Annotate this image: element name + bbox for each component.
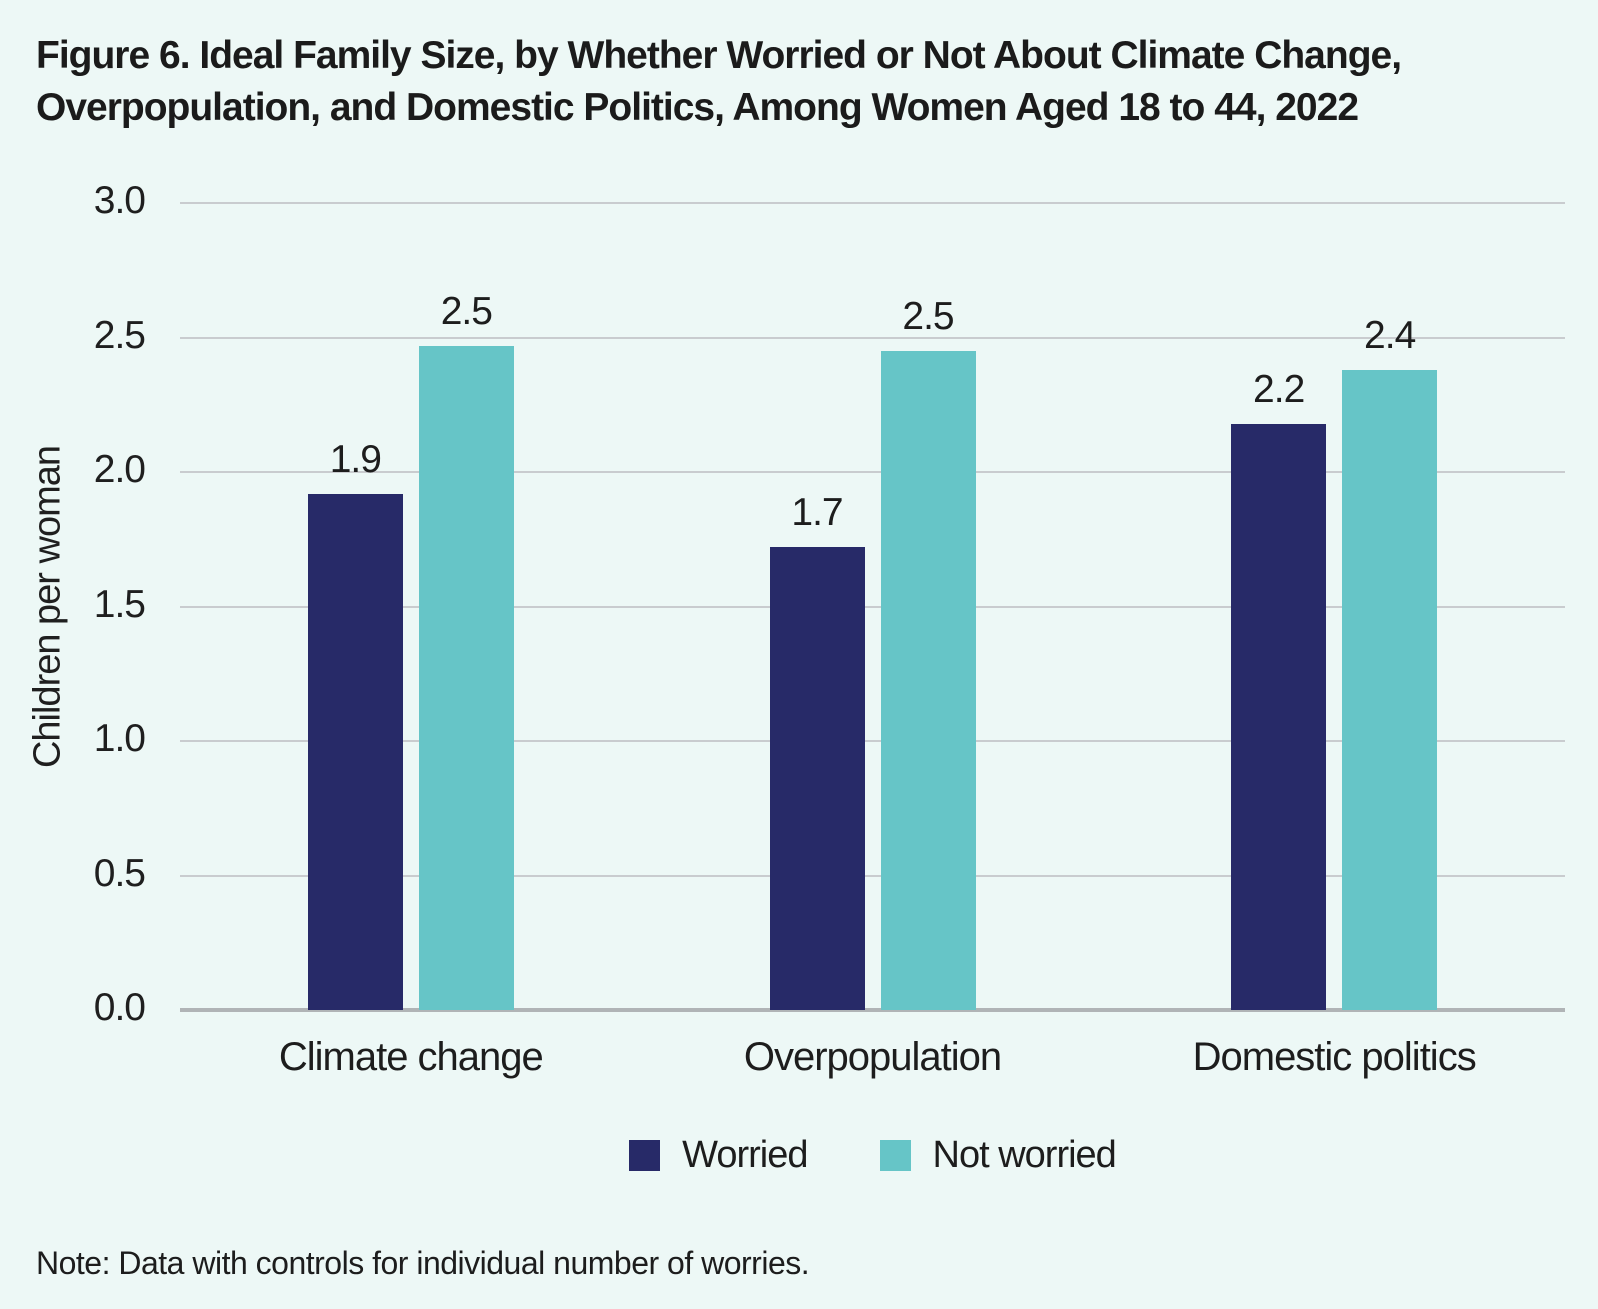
bar-not-worried — [1342, 369, 1438, 1010]
gridline — [180, 740, 1565, 742]
gridline — [180, 202, 1565, 204]
y-axis-tick-label: 2.5 — [93, 313, 146, 357]
legend-label-worried: Worried — [682, 1134, 808, 1176]
bar-worried — [307, 493, 403, 1010]
bar-value-label: 1.9 — [329, 437, 382, 481]
figure-title: Figure 6. Ideal Family Size, by Whether … — [36, 30, 1576, 134]
gridline — [180, 471, 1565, 473]
bar-value-label: 2.5 — [440, 289, 493, 333]
bar-value-label: 2.5 — [902, 294, 954, 338]
legend-item-worried: Worried — [629, 1134, 809, 1177]
y-axis-tick-label: 1.5 — [93, 582, 146, 626]
not-worried-swatch-icon — [879, 1140, 911, 1171]
bar-value-label: 2.4 — [1364, 313, 1416, 357]
bar-worried — [769, 547, 865, 1010]
legend-item-not-worried: Not worried — [879, 1134, 1117, 1177]
figure-note: Note: Data with controls for individual … — [36, 1245, 810, 1281]
y-axis-tick-label: 2.0 — [93, 448, 146, 491]
x-category-label: Domestic politics — [1192, 1035, 1477, 1079]
plot-area: 3.0 2.5 2.0 1.5 1.0 0.5 0.0 Climate change 1.9 2.… — [94, 179, 1565, 1079]
bar-not-worried — [418, 345, 514, 1010]
legend-label-not-worried: Not worried — [932, 1134, 1117, 1176]
figure-title-line-1: Figure 6. Ideal Family Size, by Whether … — [36, 34, 1402, 77]
y-axis-tick-label: 3.0 — [93, 179, 146, 222]
gridline — [180, 336, 1565, 339]
gridline — [180, 605, 1565, 608]
legend: Worried Not worried — [180, 1134, 1565, 1177]
worried-swatch-icon — [629, 1140, 661, 1171]
bar-value-label: 2.2 — [1253, 367, 1305, 411]
x-axis-baseline — [180, 1008, 1565, 1012]
y-axis-tick-label: 0.0 — [93, 986, 146, 1029]
x-category-label: Climate change — [278, 1035, 544, 1079]
bar-value-label: 1.7 — [791, 491, 843, 535]
gridline — [180, 874, 1565, 877]
x-category-label: Overpopulation — [743, 1035, 1002, 1079]
bar-worried — [1231, 423, 1327, 1010]
figure-title-line-2: Overpopulation, and Domestic Politics, A… — [36, 86, 1359, 129]
y-axis-tick-label: 0.5 — [93, 851, 146, 895]
y-axis-tick-label: 1.0 — [93, 717, 146, 760]
bar-not-worried — [880, 350, 976, 1010]
